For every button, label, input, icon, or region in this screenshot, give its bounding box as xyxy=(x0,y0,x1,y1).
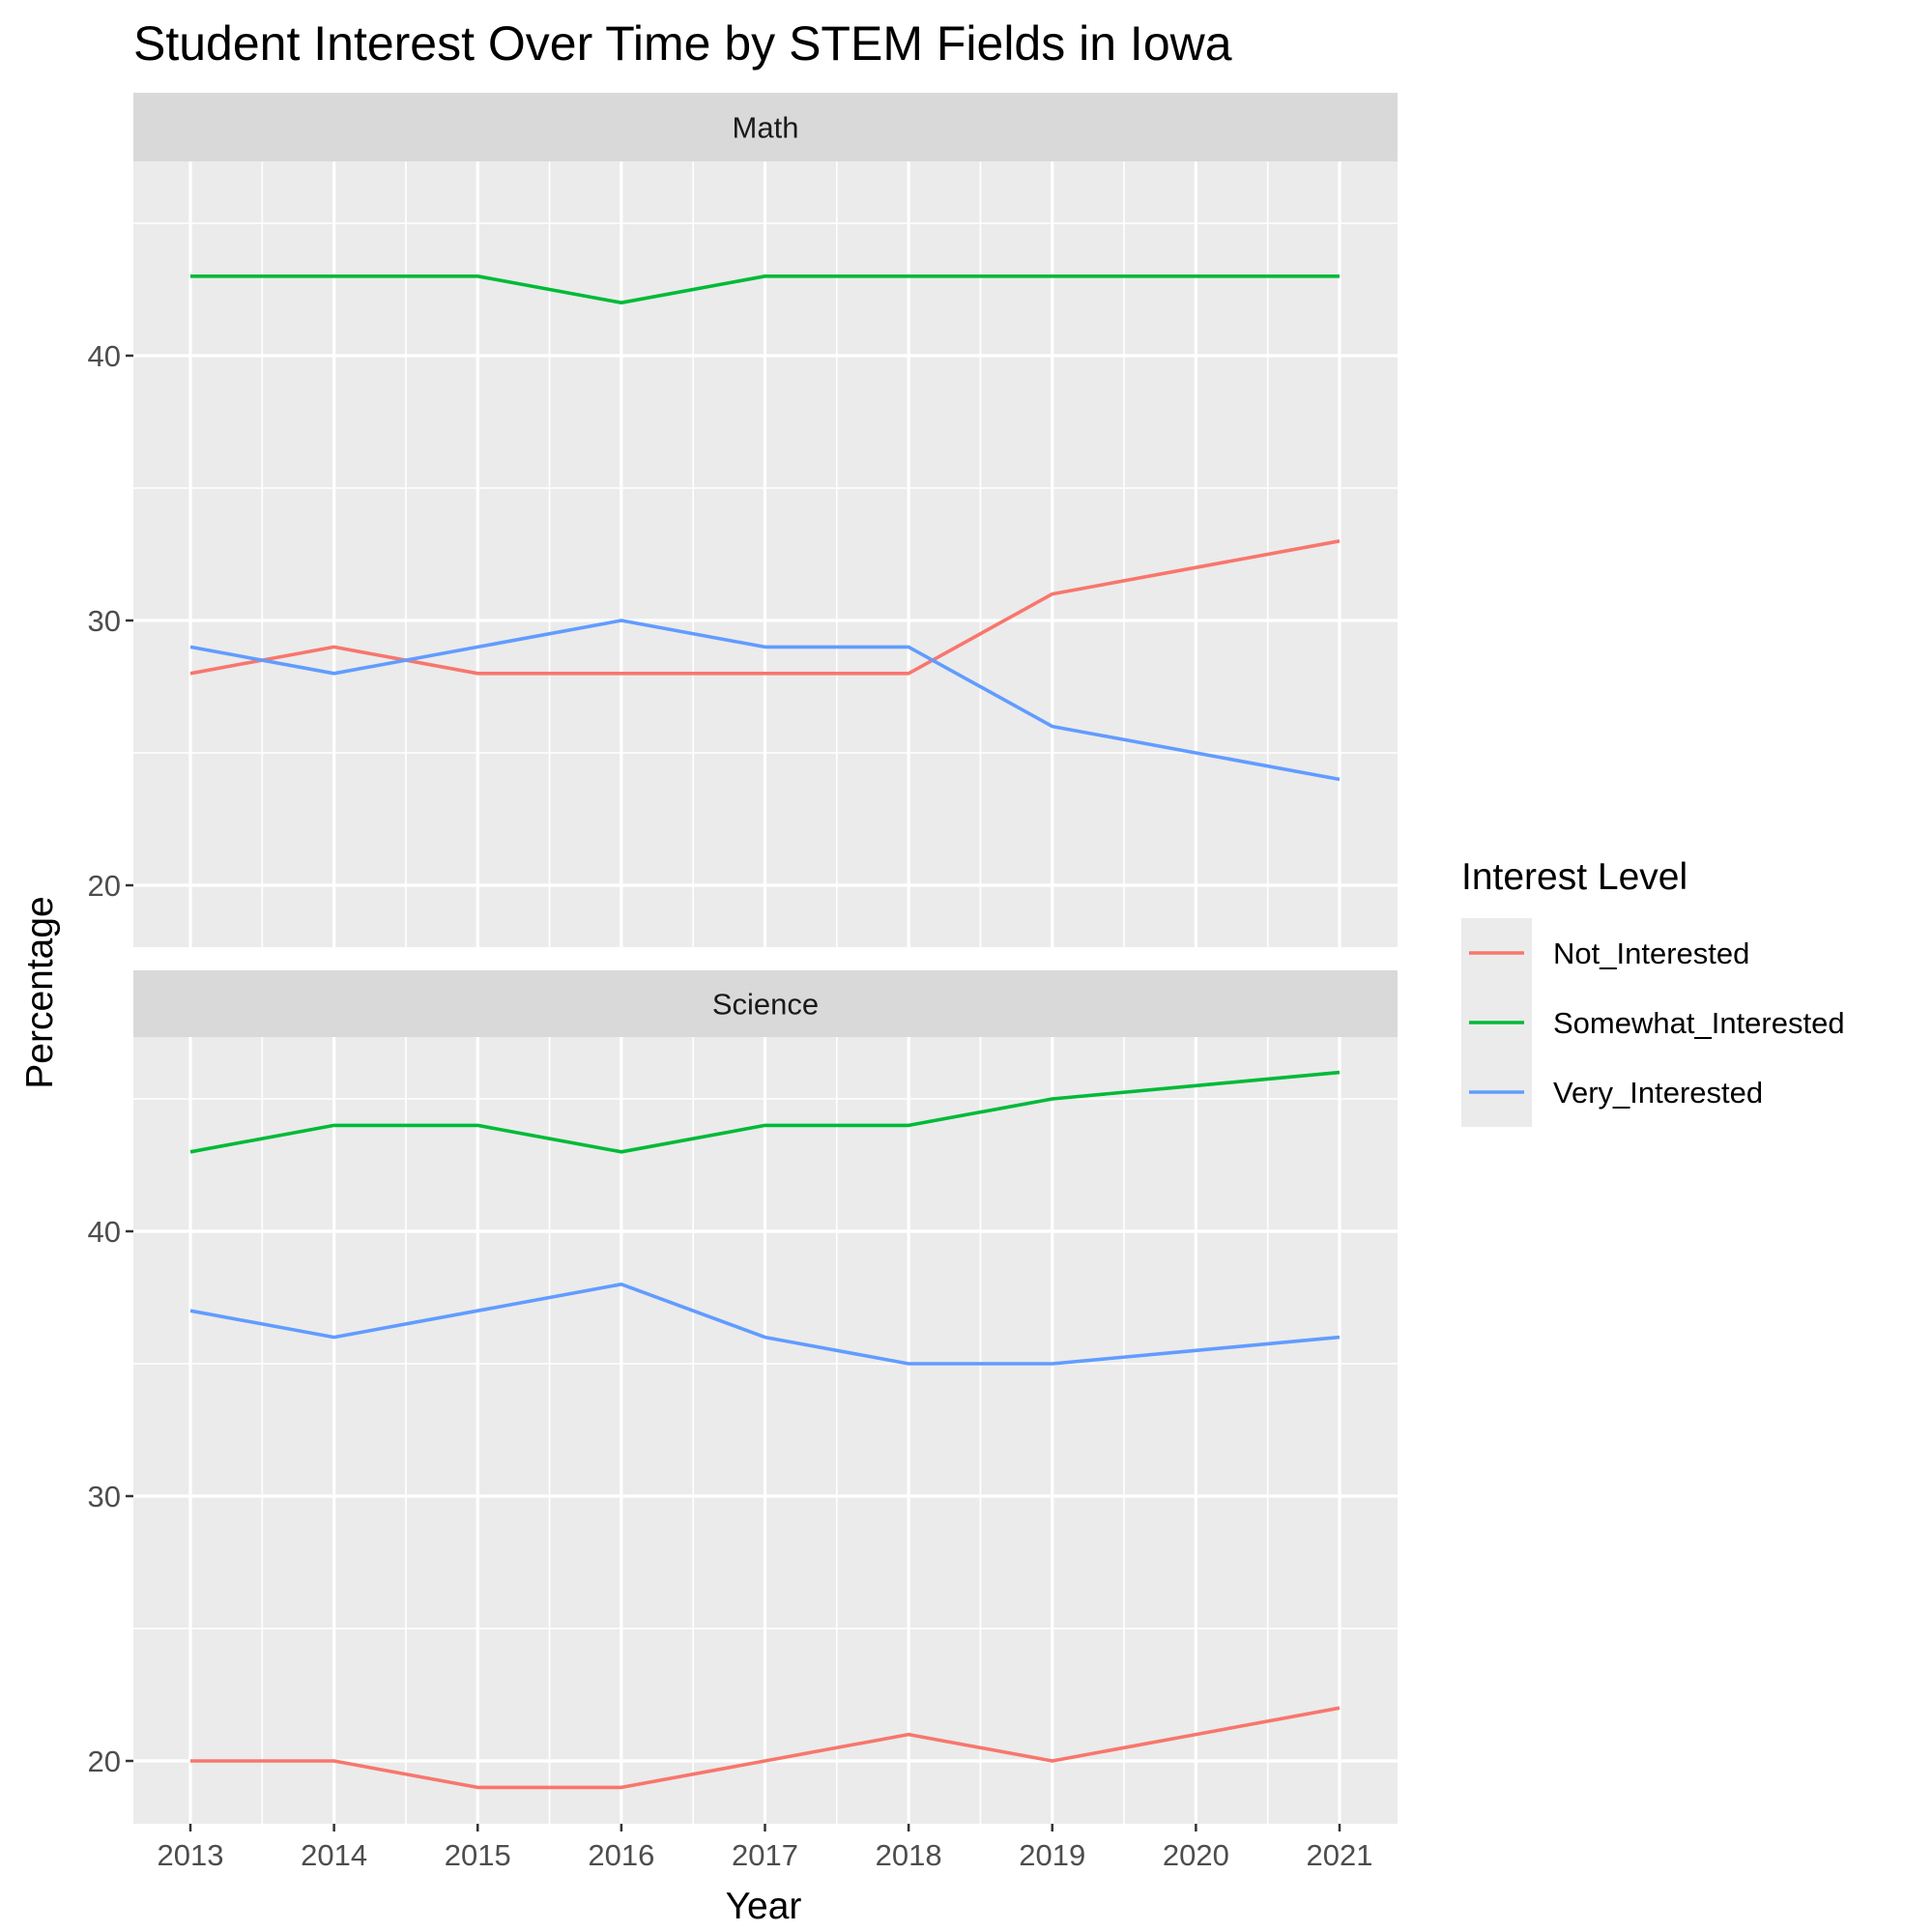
facet-strip-label: Science xyxy=(712,988,819,1022)
x-tick-label: 2020 xyxy=(1163,1838,1229,1872)
x-tick-label: 2013 xyxy=(158,1838,224,1872)
x-axis: 2013 2014 2015 2016 2017 2018 2019 2020 2021 xyxy=(158,1824,1373,1872)
legend-title: Interest Level xyxy=(1461,856,1687,898)
y-tick-label: 40 xyxy=(88,1215,121,1249)
x-tick-label: 2016 xyxy=(588,1838,654,1872)
legend-keys: Not_Interested Somewhat_Interested Very_In… xyxy=(1461,918,1845,1127)
x-tick-label: 2019 xyxy=(1019,1838,1085,1872)
facet-science: Science 20 30 40 xyxy=(88,970,1398,1824)
x-tick-label: 2014 xyxy=(301,1838,367,1872)
series-line-not-interested xyxy=(190,1706,1341,1790)
series-line-not-interested xyxy=(189,539,1341,676)
facet-strip xyxy=(133,93,1398,161)
series-line-somewhat-interested xyxy=(189,1070,1341,1154)
facet-strip xyxy=(133,970,1398,1037)
x-tick-label: 2015 xyxy=(445,1838,511,1872)
y-tick-label: 30 xyxy=(88,1480,121,1514)
series-line-somewhat-interested xyxy=(190,274,1340,305)
series-line-very-interested xyxy=(189,1283,1341,1366)
y-tick-label: 20 xyxy=(88,869,121,903)
facet-panels: Math 20 30 40 Science 20 30 40 xyxy=(88,93,1398,1824)
y-tick-label: 20 xyxy=(88,1745,121,1778)
y-tick-label: 40 xyxy=(88,339,121,373)
legend-label: Not_Interested xyxy=(1553,937,1749,970)
y-tick-label: 30 xyxy=(88,604,121,638)
legend: Interest Level Not_Interested Somewhat_In… xyxy=(1461,856,1845,1127)
facet-math: Math 20 30 40 xyxy=(88,93,1398,947)
legend-label: Very_Interested xyxy=(1553,1076,1763,1110)
series-line-very-interested xyxy=(189,619,1341,782)
chart-title: Student Interest Over Time by STEM Field… xyxy=(133,16,1232,71)
y-axis-title: Percentage xyxy=(19,896,61,1088)
facet-strip-label: Math xyxy=(733,111,799,145)
x-tick-label: 2021 xyxy=(1307,1838,1373,1872)
x-tick-label: 2018 xyxy=(876,1838,942,1872)
x-tick-label: 2017 xyxy=(732,1838,798,1872)
legend-label: Somewhat_Interested xyxy=(1553,1006,1845,1040)
x-axis-title: Year xyxy=(726,1886,802,1927)
